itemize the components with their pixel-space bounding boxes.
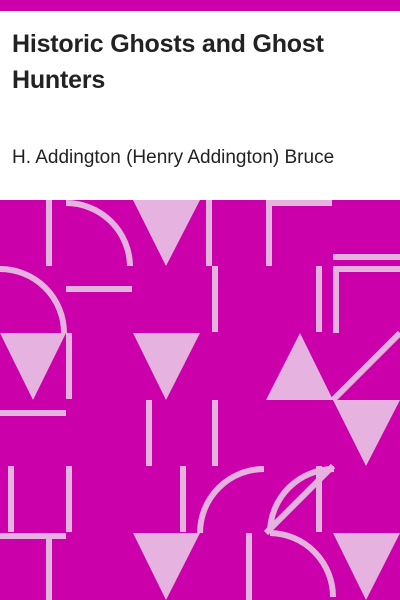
pattern-triangle — [0, 333, 66, 400]
pattern-bar — [206, 200, 212, 266]
pattern-triangle — [133, 533, 200, 600]
pattern-arc — [269, 530, 336, 598]
book-author: H. Addington (Henry Addington) Bruce — [12, 147, 335, 168]
pattern-arc — [267, 466, 335, 534]
pattern-bar — [66, 333, 72, 399]
pattern-bar — [212, 266, 218, 332]
pattern-bar — [46, 200, 52, 266]
pattern-bar — [266, 200, 332, 206]
pattern-bar — [333, 254, 400, 260]
pattern-triangle — [333, 533, 400, 600]
pattern-arc — [197, 466, 265, 534]
pattern-triangle — [133, 200, 200, 266]
pattern-bar — [66, 286, 132, 292]
pattern-triangle — [333, 400, 400, 466]
pattern-bar — [0, 410, 66, 416]
pattern-bar — [180, 466, 186, 532]
pattern-bar — [316, 466, 322, 532]
pattern-arc — [0, 266, 67, 334]
pattern-triangle — [133, 333, 200, 400]
pattern-bar — [46, 533, 52, 600]
pattern-bar — [8, 466, 14, 532]
decorative-pattern — [0, 200, 400, 600]
pattern-corner — [333, 266, 400, 333]
pattern-diagonal — [263, 463, 336, 536]
pattern-bar — [316, 266, 322, 332]
pattern-bar — [0, 533, 66, 539]
pattern-bar — [66, 466, 72, 532]
pattern-bar — [212, 400, 218, 466]
pattern-diagonal — [330, 330, 400, 403]
pattern-bar — [266, 200, 272, 266]
pattern-bar — [146, 400, 152, 466]
pattern-arc — [65, 200, 133, 267]
book-title: Historic Ghosts and Ghost Hunters — [12, 30, 324, 94]
accent-bar — [0, 0, 400, 11]
pattern-triangle — [266, 333, 333, 400]
pattern-bar — [246, 533, 252, 600]
